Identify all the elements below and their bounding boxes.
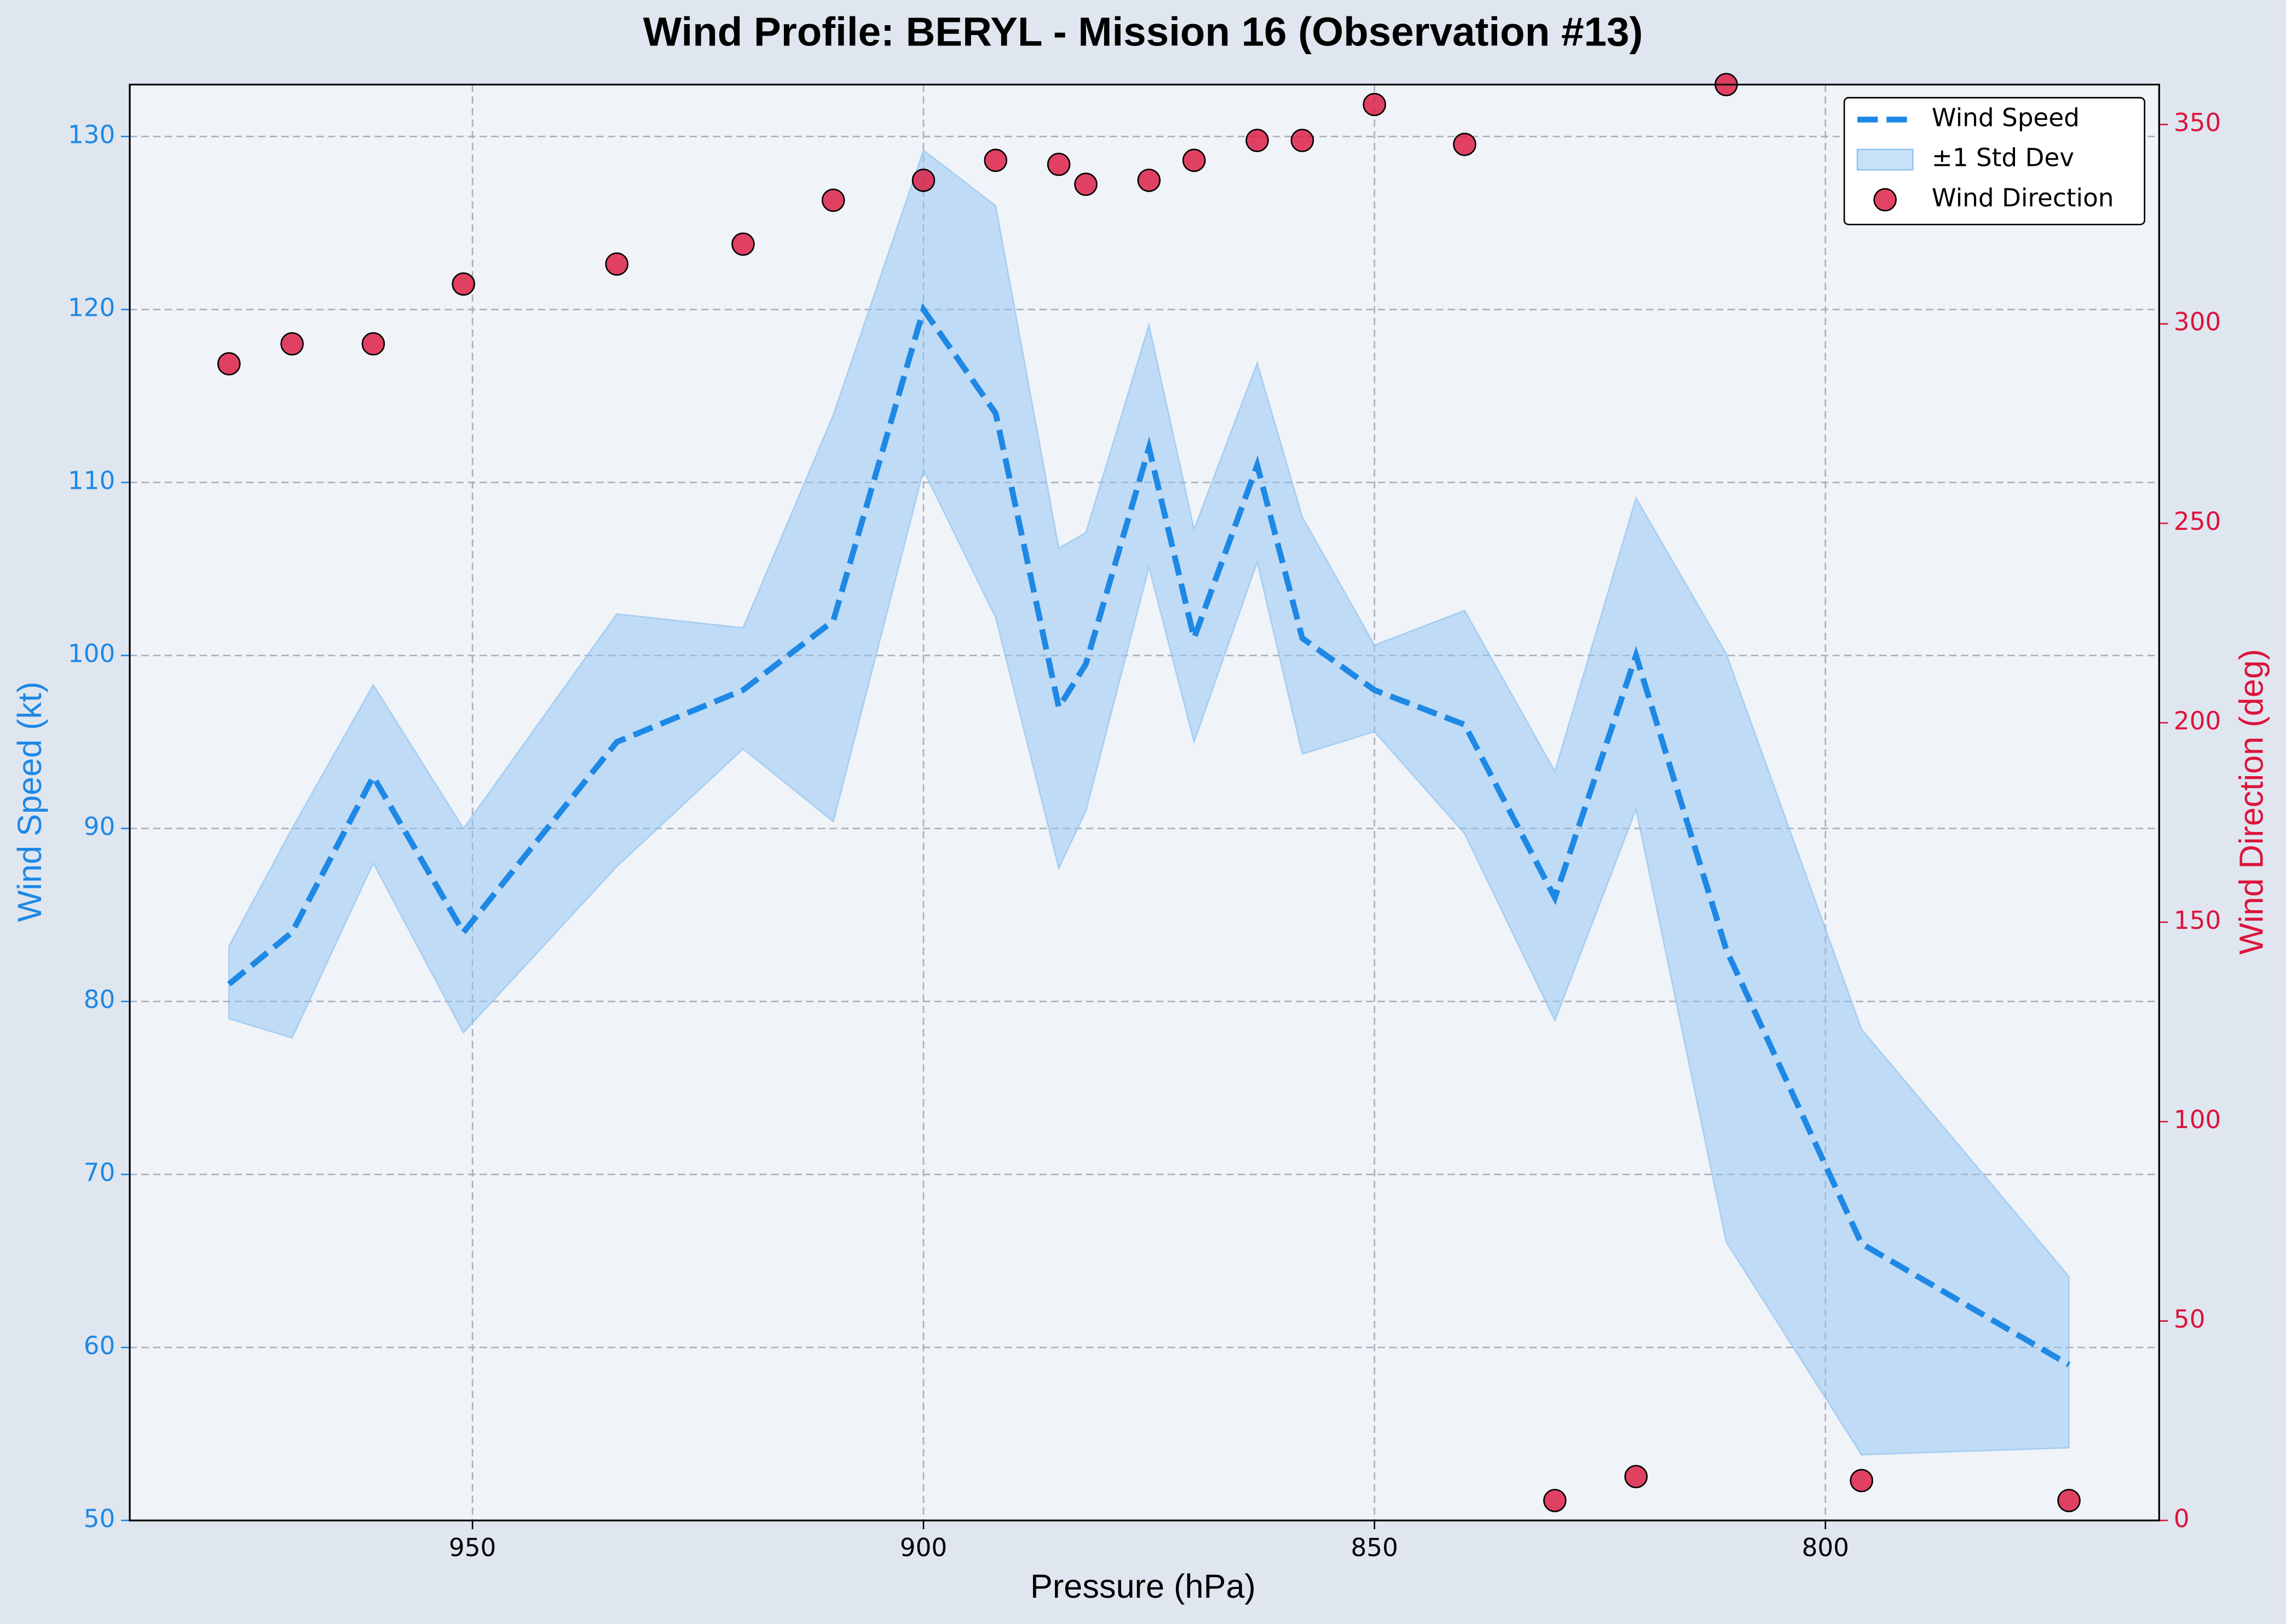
y-tick-label: 100 — [68, 639, 115, 668]
y2-tick-label: 350 — [2174, 108, 2221, 137]
speed-line — [227, 303, 2071, 1367]
legend-label: ±1 Std Dev — [1932, 143, 2074, 172]
direction-point — [1543, 1489, 1567, 1512]
plot-layer — [227, 149, 2071, 1456]
y-tick-label: 70 — [84, 1158, 116, 1187]
direction-point — [2057, 1489, 2081, 1512]
direction-point — [1453, 132, 1476, 157]
legend-swatch — [1856, 148, 1914, 171]
y2-tick-label: 200 — [2174, 706, 2221, 735]
y-tick-label: 130 — [68, 120, 115, 149]
direction-point — [1074, 172, 1098, 197]
direction-point — [361, 332, 385, 356]
legend-label: Wind Speed — [1932, 103, 2080, 132]
x-tick-label: 900 — [900, 1533, 947, 1562]
direction-point — [280, 332, 304, 356]
direction-point — [821, 188, 845, 212]
y2-tick-label: 250 — [2174, 507, 2221, 536]
y-tick-label: 50 — [84, 1504, 116, 1533]
y2-tick-label: 300 — [2174, 308, 2221, 337]
legend-box — [1843, 97, 2145, 226]
y-axis-label: Wind Speed (kt) — [11, 681, 48, 922]
y-tick-label: 110 — [68, 466, 115, 495]
direction-point — [1047, 152, 1071, 176]
direction-point — [1850, 1469, 1873, 1493]
direction-point — [1137, 169, 1161, 192]
direction-point — [911, 169, 936, 192]
x-tick-label: 850 — [1351, 1533, 1398, 1562]
y2-axis-label: Wind Direction (deg) — [2233, 649, 2270, 955]
y-tick-label: 80 — [84, 985, 116, 1014]
direction-point — [1290, 129, 1314, 152]
direction-point — [217, 352, 241, 375]
direction-point — [1245, 129, 1269, 152]
direction-point — [1624, 1465, 1648, 1488]
y2-tick-label: 100 — [2174, 1105, 2221, 1134]
direction-point — [1182, 148, 1206, 172]
y-tick-label: 60 — [84, 1331, 116, 1360]
chart-title: Wind Profile: BERYL - Mission 16 (Observ… — [643, 9, 1643, 55]
y2-tick-label: 0 — [2174, 1504, 2190, 1533]
std-band — [228, 149, 2070, 1456]
plot-frame — [129, 83, 2160, 1522]
y2-tick-label: 150 — [2174, 906, 2221, 935]
legend-marker — [1873, 188, 1897, 212]
direction-point — [1363, 93, 1387, 117]
x-axis-label: Pressure (hPa) — [1030, 1568, 1256, 1605]
x-tick-label: 950 — [449, 1533, 496, 1562]
direction-point — [452, 272, 475, 296]
direction-point — [605, 252, 629, 276]
legend-label: Wind Direction — [1932, 183, 2114, 212]
y2-tick-label: 50 — [2174, 1304, 2206, 1333]
y-tick-label: 120 — [68, 293, 115, 322]
direction-point — [731, 232, 755, 256]
direction-point — [984, 148, 1008, 172]
x-tick-label: 800 — [1802, 1533, 1849, 1562]
y-tick-label: 90 — [84, 812, 116, 841]
